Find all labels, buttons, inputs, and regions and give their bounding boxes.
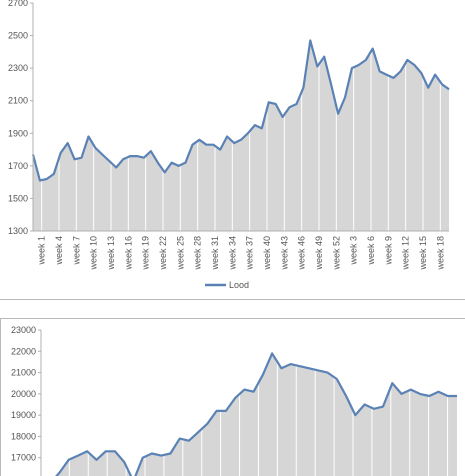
- y-tick-label: 21000: [11, 368, 36, 378]
- y-tick-label: 23000: [11, 325, 36, 335]
- x-tick-label: week 52: [331, 236, 341, 271]
- x-tick-label: week 28: [193, 236, 203, 271]
- x-tick-label: week 12: [401, 236, 411, 271]
- x-tick-label: week 40: [262, 236, 272, 271]
- series-area: [54, 353, 457, 476]
- y-tick-label: 17000: [11, 453, 36, 463]
- bottom-chart-panel: 17000 18000 19000 20000 21000 22000 23000: [0, 318, 465, 476]
- x-tick-label: week 19: [141, 236, 151, 271]
- legend-label: Lood: [229, 280, 249, 290]
- y-tick-label: 1700: [8, 161, 28, 171]
- y-tick-label: 20000: [11, 389, 36, 399]
- x-tick-label: week 18: [435, 236, 445, 271]
- top-chart-panel: 1300 1500 1700 1900 2100 2300 2500 2700 week 1 we…: [0, 0, 465, 300]
- x-tick-label: week 7: [71, 236, 81, 266]
- x-tick-label: week 43: [279, 236, 289, 271]
- y-tick-label: 19000: [11, 410, 36, 420]
- series-line: [55, 352, 457, 476]
- y-tick-label: 1900: [8, 128, 28, 138]
- x-tick-label: week 13: [106, 236, 116, 271]
- x-tick-label: week 49: [314, 236, 324, 271]
- x-tick-label: week 22: [158, 236, 168, 271]
- y-tick-label: 2300: [8, 63, 28, 73]
- x-tick-label: week 31: [210, 236, 220, 271]
- top-chart: 1300 1500 1700 1900 2100 2300 2500 2700 week 1 we…: [8, 0, 450, 290]
- series-line: [31, 39, 450, 182]
- y-tick-label: 1500: [8, 193, 28, 203]
- y-tick-label: 2100: [8, 96, 28, 106]
- y-tick-label: 2500: [8, 31, 28, 41]
- x-tick-label: week 15: [418, 236, 428, 271]
- x-tick-label: week 16: [123, 236, 133, 271]
- x-tick-label: week 6: [366, 236, 376, 266]
- x-tick-label: week 4: [54, 236, 64, 266]
- y-tick-label: 1300: [8, 226, 28, 236]
- x-tick-label: week 10: [89, 236, 99, 271]
- bottom-chart: 17000 18000 19000 20000 21000 22000 23000: [11, 325, 457, 476]
- y-tick-label: 22000: [11, 346, 36, 356]
- x-tick-label: week 37: [245, 236, 255, 271]
- x-tick-label: week 25: [175, 236, 185, 271]
- x-tick-label: week 1: [37, 236, 47, 266]
- x-tick-label: week 3: [349, 236, 359, 266]
- x-tick-label: week 46: [297, 236, 307, 271]
- x-tick-label: week 9: [383, 236, 393, 266]
- x-tick-label: week 34: [227, 236, 237, 271]
- y-tick-label: 2700: [8, 0, 28, 8]
- y-tick-label: 18000: [11, 431, 36, 441]
- series-area: [33, 40, 449, 231]
